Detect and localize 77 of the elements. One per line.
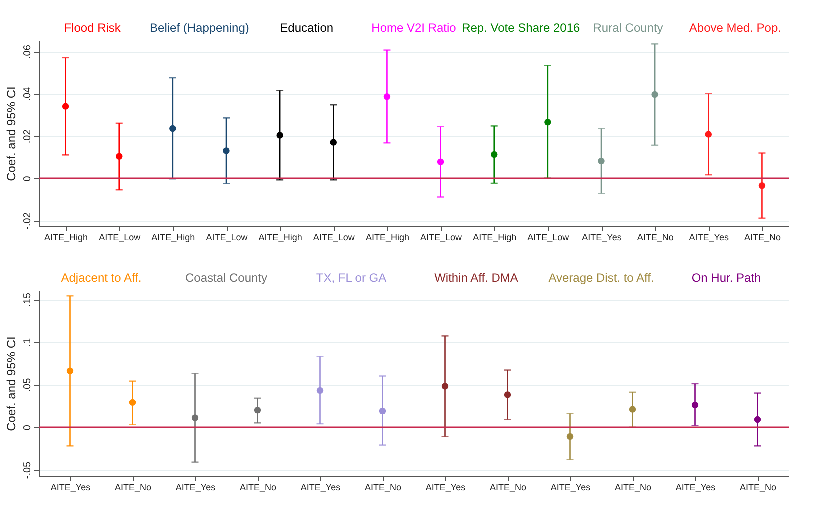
x-tick-label: AITE_Yes: [50, 482, 92, 492]
text: Adjacent to Aff.: [61, 271, 142, 285]
y-tick-label: .1: [22, 338, 34, 347]
point: [170, 125, 176, 132]
point: [544, 119, 552, 126]
point: [129, 399, 136, 406]
x-tick-label: AITE_No: [614, 482, 652, 492]
text: Average Dist. to Aff.: [548, 271, 654, 285]
point: [192, 414, 199, 422]
x-tick-label: AITE_No: [637, 232, 674, 242]
point: [629, 406, 636, 413]
point: [384, 93, 391, 100]
y-axis-title: Coef. and 95% CI: [4, 86, 18, 182]
y-tick-label: .04: [22, 86, 34, 102]
text: Above Med. Pop.: [689, 21, 782, 35]
point: [754, 416, 762, 424]
x-tick-label: AITE_High: [152, 232, 196, 242]
x-tick-label: AITE_No: [740, 482, 777, 492]
y-tick-label: .05: [22, 378, 34, 392]
y-tick-label: 0: [22, 176, 34, 182]
x-tick-label: AITE_No: [364, 482, 402, 492]
text: Within Aff. DMA: [434, 271, 518, 285]
x-tick-label: AITE_High: [473, 232, 517, 242]
y-tick-label: .02: [22, 129, 34, 144]
point: [254, 407, 262, 414]
text: Education: [280, 21, 334, 35]
x-tick-label: AITE_Yes: [426, 482, 466, 492]
x-tick-label: AITE_Yes: [689, 232, 730, 242]
point: [598, 158, 605, 165]
text: On Hur. Path: [692, 271, 762, 285]
x-tick-label: AITE_High: [44, 232, 88, 242]
point: [705, 131, 712, 138]
y-tick-label: -.05: [22, 461, 34, 480]
point: [330, 139, 337, 146]
point: [116, 153, 123, 160]
x-tick-label: AITE_Low: [528, 232, 570, 242]
text: Rep. Vote Share 2016: [462, 21, 581, 35]
point: [276, 132, 284, 139]
text: Coastal County: [185, 271, 268, 285]
text: Flood Risk: [64, 21, 122, 35]
point: [66, 368, 74, 374]
x-tick-label: AITE_No: [490, 482, 527, 492]
point: [758, 182, 766, 190]
point: [692, 402, 699, 409]
point: [437, 158, 444, 166]
x-tick-label: AITE_No: [240, 482, 277, 492]
y-tick-label: .06: [22, 44, 34, 60]
y-axis-title: Coef. and 95% CI: [4, 336, 18, 432]
x-tick-label: AITE_Yes: [176, 482, 216, 492]
point: [652, 91, 658, 98]
x-tick-label: AITE_Yes: [550, 482, 592, 492]
y-tick-label: -.02: [22, 212, 34, 230]
point: [223, 148, 230, 154]
point: [379, 408, 386, 415]
point: [316, 387, 324, 394]
text: Belief (Happening): [150, 21, 250, 35]
x-tick-label: AITE_High: [258, 232, 302, 242]
x-tick-label: AITE_High: [366, 232, 410, 242]
x-tick-label: AITE_Yes: [300, 482, 342, 492]
point: [491, 151, 498, 158]
text: TX, FL or GA: [316, 271, 387, 285]
x-tick-label: AITE_No: [744, 232, 781, 242]
text: Home V2I Ratio: [372, 21, 457, 35]
x-tick-label: AITE_Low: [313, 232, 356, 242]
x-tick-label: AITE_Low: [206, 232, 248, 242]
y-tick-label: 0: [22, 424, 34, 431]
point: [504, 392, 512, 398]
x-tick-label: AITE_Low: [420, 232, 463, 242]
x-tick-label: AITE_Yes: [582, 232, 622, 242]
x-tick-label: AITE_Low: [99, 232, 142, 242]
point: [442, 383, 449, 390]
point: [62, 103, 70, 110]
x-tick-label: AITE_No: [114, 482, 152, 492]
y-tick-label: .15: [22, 292, 34, 307]
point: [566, 433, 574, 440]
x-tick-label: AITE_Yes: [676, 482, 716, 492]
text: Rural County: [593, 21, 664, 35]
